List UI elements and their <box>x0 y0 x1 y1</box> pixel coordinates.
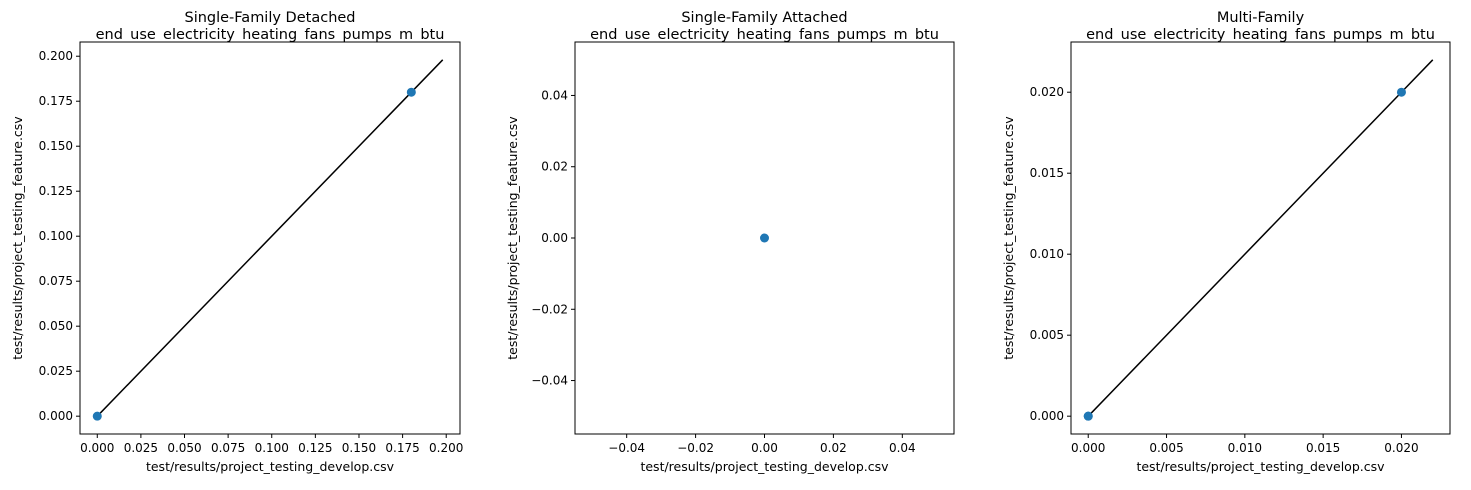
y-tick-label: 0.175 <box>39 94 73 108</box>
x-tick-label: 0.125 <box>298 441 332 455</box>
x-tick-label: 0.005 <box>1149 441 1183 455</box>
reference-line <box>1087 59 1434 417</box>
y-tick-label: 0.00 <box>541 231 568 245</box>
x-tick-label: 0.000 <box>1071 441 1105 455</box>
y-tick-label: 0.000 <box>1030 409 1064 423</box>
chart-subtitle: end_use_electricity_heating_fans_pumps_m… <box>590 27 939 43</box>
x-tick-label: 0.025 <box>124 441 158 455</box>
x-tick-label: −0.04 <box>608 441 645 455</box>
x-axis-label: test/results/project_testing_develop.csv <box>640 459 889 474</box>
y-axis-label: test/results/project_testing_feature.csv <box>10 116 25 360</box>
x-tick-label: 0.015 <box>1306 441 1340 455</box>
y-tick-label: −0.04 <box>531 374 568 388</box>
x-tick-label: 0.150 <box>342 441 376 455</box>
y-axis-label: test/results/project_testing_feature.csv <box>1001 116 1016 360</box>
x-tick-label: 0.050 <box>167 441 201 455</box>
y-tick-label: 0.04 <box>541 88 568 102</box>
x-tick-label: −0.02 <box>677 441 714 455</box>
data-point-3 <box>1396 87 1406 97</box>
x-tick-label: 0.00 <box>751 441 778 455</box>
y-tick-label: 0.075 <box>39 274 73 288</box>
y-tick-label: 0.100 <box>39 229 73 243</box>
y-tick-label: 0.050 <box>39 319 73 333</box>
y-tick-label: 0.125 <box>39 184 73 198</box>
reference-line <box>96 59 444 417</box>
axes-frame <box>79 41 461 435</box>
y-tick-label: 0.150 <box>39 139 73 153</box>
x-tick-label: 0.200 <box>429 441 463 455</box>
y-tick-label: 0.010 <box>1030 247 1064 261</box>
y-tick-label: 0.005 <box>1030 328 1064 342</box>
x-tick-label: 0.000 <box>80 441 114 455</box>
x-tick-label: 0.020 <box>1384 441 1418 455</box>
axes-frame <box>1070 41 1451 435</box>
chart-title: Multi-Family <box>1217 10 1305 26</box>
subplot-3: Multi-Familyend_use_electricity_heating_… <box>1001 10 1451 474</box>
chart-subtitle: end_use_electricity_heating_fans_pumps_m… <box>1086 27 1435 43</box>
chart-title: Single-Family Attached <box>681 10 847 26</box>
subplot-1: Single-Family Detachedend_use_electricit… <box>10 10 463 474</box>
x-axis-label: test/results/project_testing_develop.csv <box>146 459 395 474</box>
x-tick-label: 0.075 <box>211 441 245 455</box>
data-point-2 <box>1083 411 1093 421</box>
y-tick-label: −0.02 <box>531 302 568 316</box>
y-tick-label: 0.200 <box>39 49 73 63</box>
x-tick-label: 0.175 <box>385 441 419 455</box>
x-tick-label: 0.100 <box>255 441 289 455</box>
subplot-2: Single-Family Attachedend_use_electricit… <box>505 10 955 474</box>
x-tick-label: 0.02 <box>820 441 847 455</box>
y-tick-label: 0.015 <box>1030 166 1064 180</box>
chart-title: Single-Family Detached <box>184 10 355 26</box>
data-point-1 <box>92 411 102 421</box>
x-axis-label: test/results/project_testing_develop.csv <box>1136 459 1385 474</box>
y-tick-label: 0.000 <box>39 409 73 423</box>
x-tick-label: 0.010 <box>1228 441 1262 455</box>
chart-subtitle: end_use_electricity_heating_fans_pumps_m… <box>96 27 445 43</box>
y-tick-label: 0.025 <box>39 364 73 378</box>
x-tick-label: 0.04 <box>889 441 916 455</box>
data-point-1 <box>760 233 769 243</box>
y-tick-label: 0.020 <box>1030 85 1064 99</box>
y-axis-label: test/results/project_testing_feature.csv <box>505 116 520 360</box>
y-tick-label: 0.02 <box>541 160 568 174</box>
data-point-2 <box>406 87 416 97</box>
